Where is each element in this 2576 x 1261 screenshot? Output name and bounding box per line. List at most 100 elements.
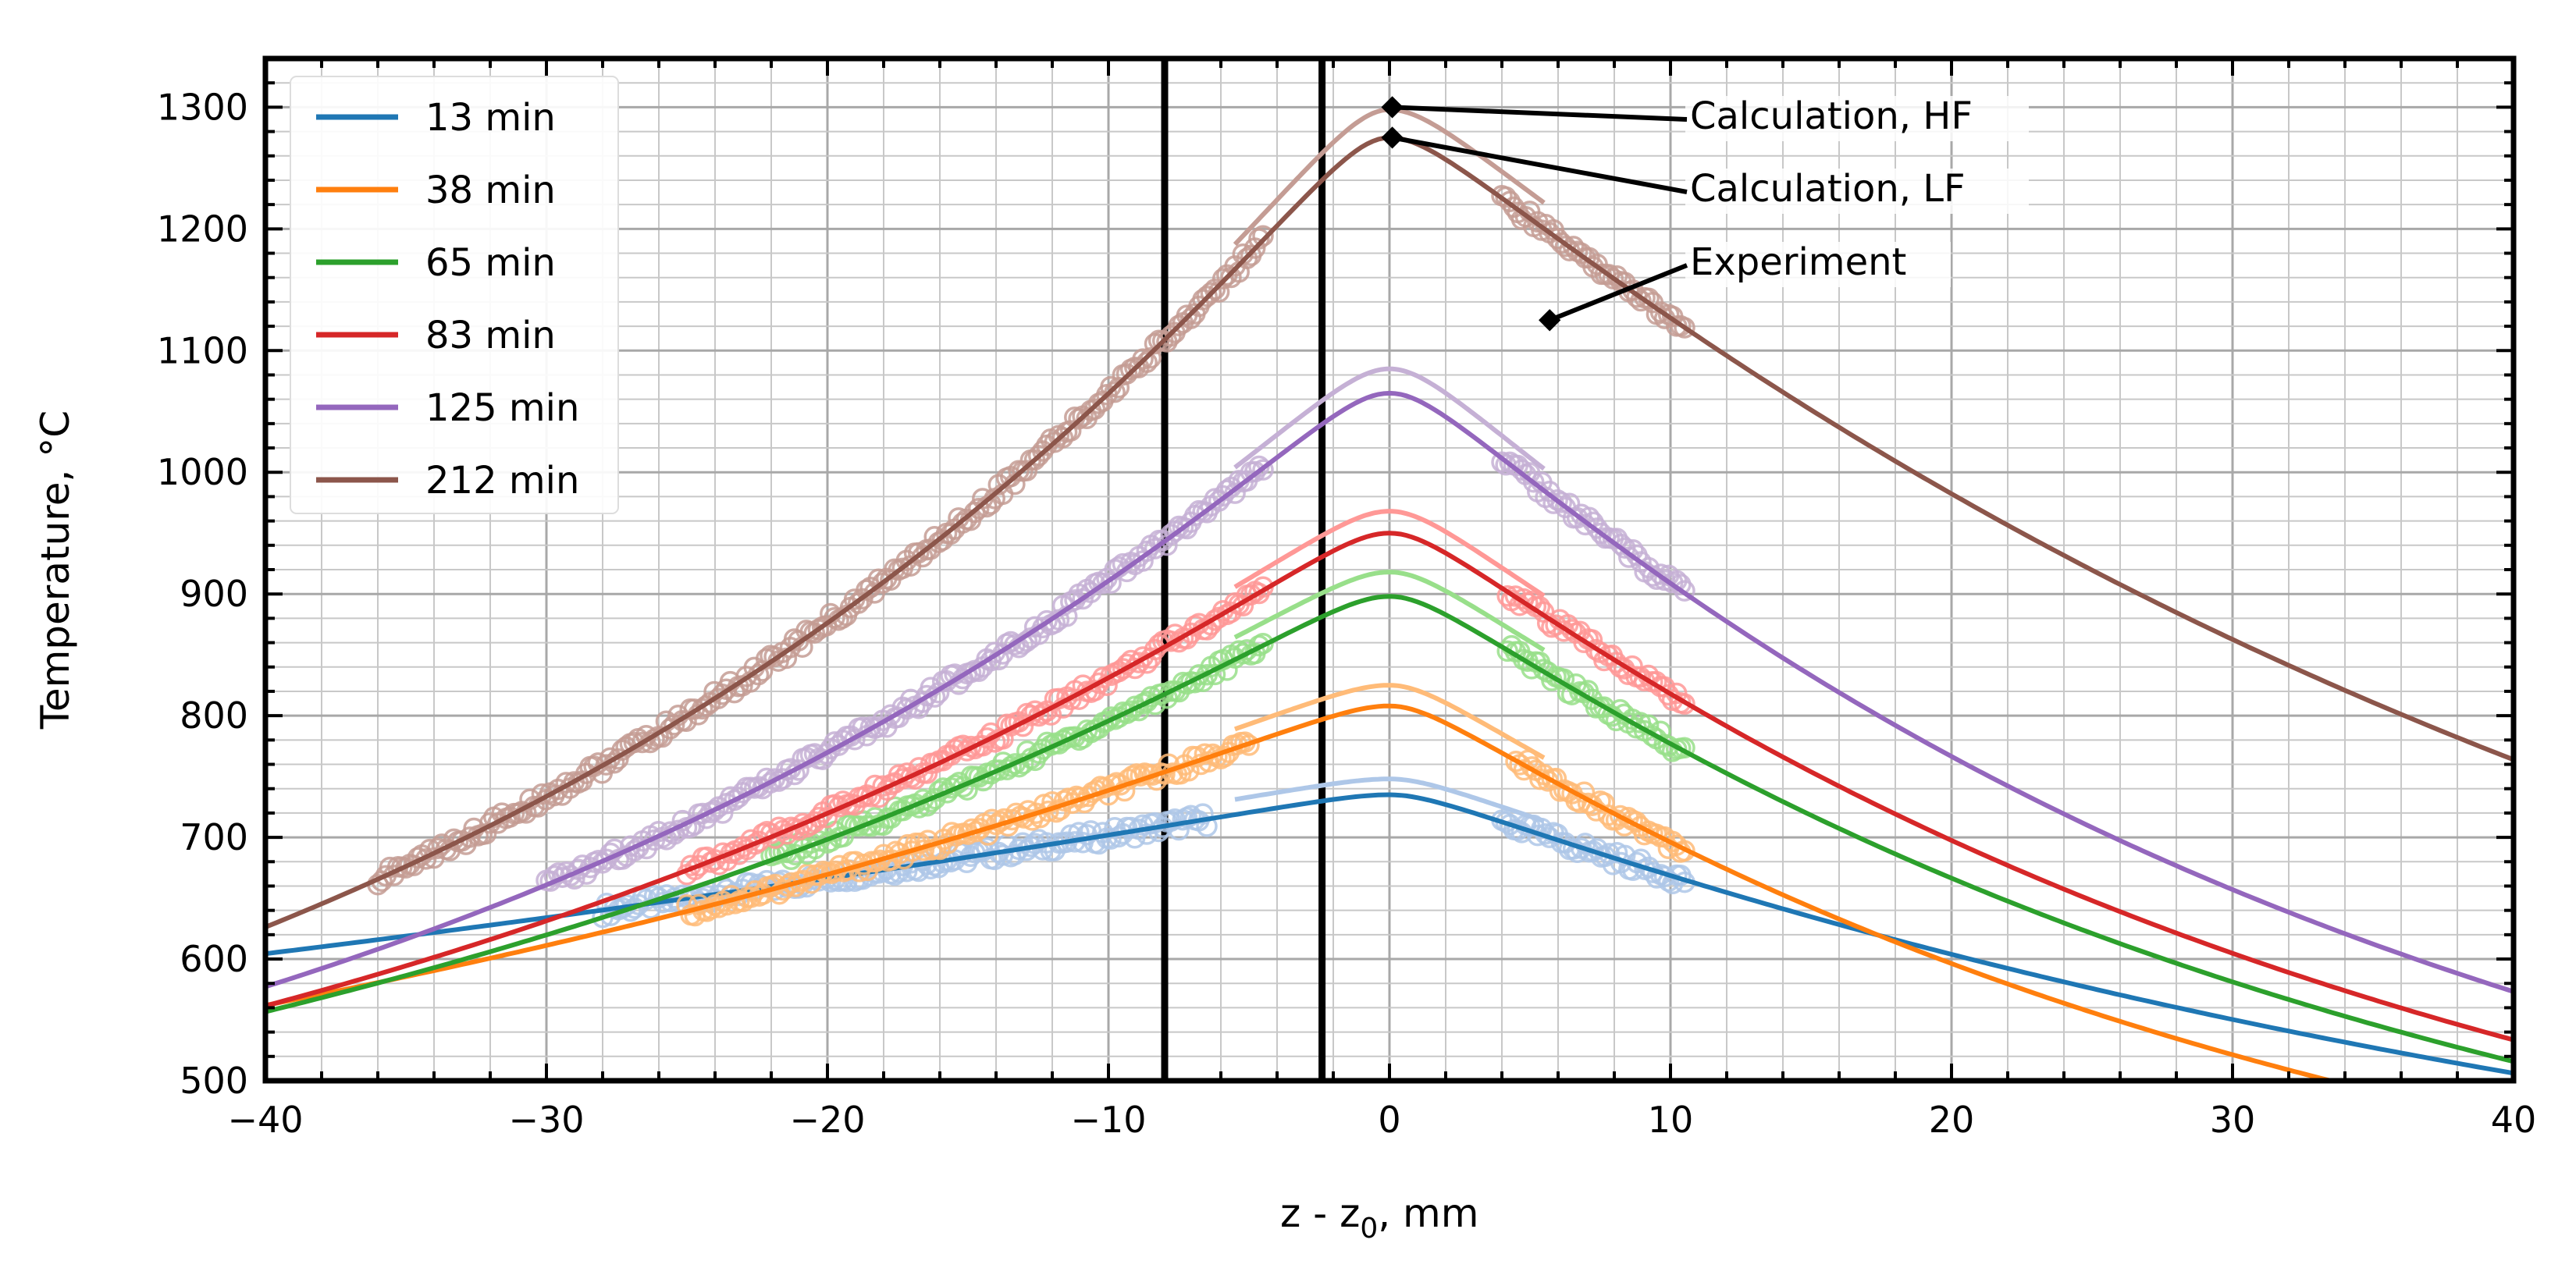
legend-label: 38 min	[425, 169, 556, 212]
experiment-point	[892, 768, 914, 790]
legend-item: 13 min	[316, 96, 556, 140]
experiment-point	[1096, 710, 1118, 733]
legend: 13 min 38 min 65 min 83 min 125 min 212 min	[290, 76, 619, 514]
x-tick-label: 0	[1378, 1099, 1400, 1141]
x-tick-label: −10	[1070, 1099, 1146, 1141]
experiment-point	[1036, 609, 1058, 632]
vertical-markers	[1161, 59, 1326, 1081]
series-group	[265, 107, 2514, 1081]
experiment-point	[1252, 225, 1274, 247]
y-tick-label: 1100	[157, 329, 248, 371]
calculation-hf-line	[1233, 366, 1546, 471]
experiment-point	[1522, 471, 1545, 493]
experiment-point	[1496, 640, 1518, 662]
x-tick-label: 10	[1648, 1099, 1694, 1141]
experiment-point	[1674, 840, 1695, 862]
calculation-hf-line	[1233, 509, 1546, 599]
calculation-lf-line	[265, 594, 2514, 1064]
series-38-min	[265, 683, 2340, 1081]
calculation-lf-line	[265, 703, 2340, 1081]
annotation-arrow	[1392, 105, 1688, 122]
annotation-marker	[1539, 309, 1561, 332]
x-tick-label: −20	[789, 1099, 865, 1141]
annotation-marker	[1381, 96, 1404, 119]
experiment-point	[1064, 726, 1087, 748]
experiment-point	[1100, 828, 1122, 850]
experiment-point	[1136, 351, 1158, 374]
experiment-point	[941, 822, 963, 844]
annotation-marker	[1381, 126, 1404, 149]
experiment-point	[1491, 451, 1513, 474]
experiment-point	[1100, 375, 1122, 398]
experiment-point	[1248, 228, 1270, 250]
experiment-point	[1128, 652, 1150, 673]
legend-item: 83 min	[316, 314, 556, 357]
experiment-point	[1252, 459, 1274, 481]
annotation-label: Experiment	[1690, 240, 1906, 284]
experiment-point	[1550, 492, 1573, 513]
experiment-point	[760, 772, 781, 794]
experiment-point	[1674, 693, 1695, 715]
experiment-point	[1192, 803, 1214, 825]
x-axis-title: z - z0, mm	[1280, 1191, 1478, 1245]
x-axis-title-main: z - z	[1280, 1191, 1360, 1236]
legend-label: 13 min	[425, 96, 556, 140]
annotation-bg	[1685, 96, 2029, 141]
series-125-min	[265, 366, 2514, 994]
experiment-point	[1614, 537, 1636, 559]
experiment-point	[1140, 346, 1162, 369]
x-tick-label: 20	[1929, 1099, 1975, 1141]
experiment-point	[1252, 632, 1274, 655]
experiment-point	[808, 806, 830, 829]
experiment-point	[1200, 282, 1222, 304]
y-axis-title: Temperature, °C	[33, 410, 78, 730]
legend-box	[290, 76, 619, 514]
calculation-hf-line	[1234, 776, 1545, 823]
x-tick-label: 40	[2491, 1099, 2537, 1141]
legend-label: 83 min	[425, 314, 556, 357]
y-tick-label: 800	[180, 694, 248, 737]
calculation-lf-line	[265, 531, 2514, 1043]
series-83-min	[265, 509, 2514, 1043]
annotation-label: Calculation, HF	[1690, 94, 1973, 138]
legend-item: 38 min	[316, 169, 556, 212]
legend-item: 65 min	[316, 241, 556, 285]
experiment-point	[1120, 700, 1142, 722]
y-tick-label: 600	[180, 938, 248, 980]
y-tick-label: 900	[180, 573, 248, 615]
calculation-lf-line	[265, 390, 2514, 994]
y-tick-label: 1200	[157, 208, 248, 250]
experiment-point	[1132, 348, 1154, 370]
annotation-label: Calculation, LF	[1690, 167, 1966, 211]
legend-item: 125 min	[316, 386, 579, 430]
experiment-point	[967, 497, 990, 520]
legend-label: 125 min	[425, 386, 579, 430]
x-tick-label: −30	[508, 1099, 584, 1141]
legend-label: 65 min	[425, 241, 556, 285]
annotation-arrow	[1549, 263, 1688, 323]
plot-frame	[262, 55, 2517, 1084]
annotation: Calculation, HF	[1381, 94, 2029, 141]
y-tick-label: 1000	[157, 451, 248, 493]
y-tick-label: 1300	[157, 86, 248, 128]
experiment-point	[1092, 572, 1114, 595]
annotation-arrow	[1392, 135, 1688, 194]
calculation-hf-line	[1233, 570, 1546, 652]
y-tick-label: 500	[180, 1060, 248, 1102]
annotation: Calculation, LF	[1381, 126, 2029, 214]
y-tick-label: 700	[180, 816, 248, 858]
legend-label: 212 min	[425, 459, 579, 503]
series-212-min	[265, 107, 2514, 929]
experiment-point	[1032, 702, 1054, 725]
experiment-point	[1674, 580, 1695, 602]
annotation-bg	[1685, 242, 1951, 287]
experiment-point	[1244, 460, 1266, 483]
annotation-bg	[1685, 169, 2029, 214]
experiment-point	[1674, 317, 1695, 339]
annotation: Experiment	[1539, 240, 1951, 332]
x-tick-label: 30	[2210, 1099, 2256, 1141]
legend-item: 212 min	[316, 459, 579, 503]
x-axis-title-suffix: , mm	[1378, 1191, 1478, 1236]
x-tick-label: −40	[227, 1099, 303, 1141]
